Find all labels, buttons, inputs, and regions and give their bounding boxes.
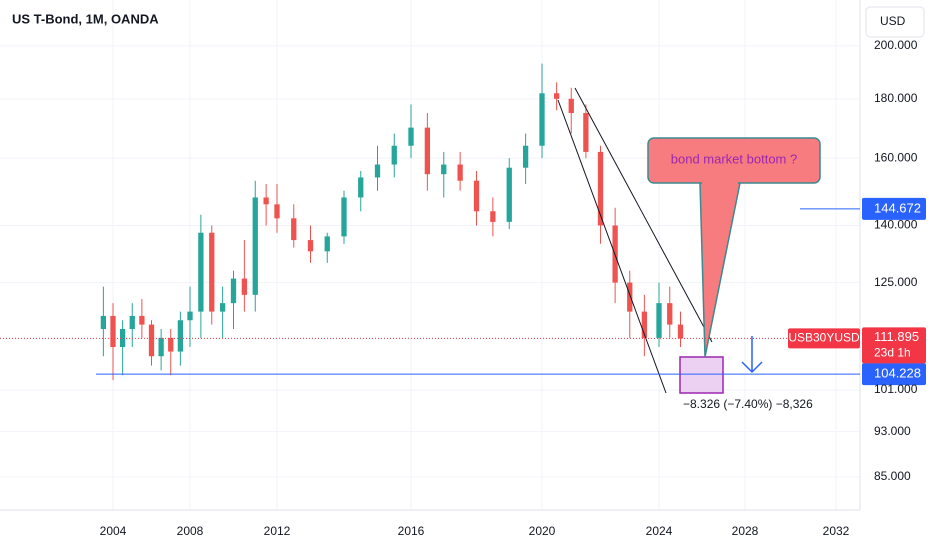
candle-body — [110, 315, 116, 347]
x-tick-label: 2016 — [398, 524, 425, 538]
candles — [100, 63, 684, 381]
price-label-box — [862, 197, 926, 220]
candle-body — [252, 197, 258, 295]
candle-body — [177, 320, 184, 352]
candle-body — [553, 93, 560, 99]
x-tick-label: 2012 — [264, 524, 291, 538]
chart-title: US T-Bond, 1M, OANDA — [12, 11, 159, 26]
candle-body — [473, 180, 480, 212]
currency-button[interactable] — [865, 6, 925, 38]
x-tick-label: 2008 — [177, 524, 204, 538]
price-label: 104.228 — [874, 366, 921, 381]
candle-body — [198, 232, 204, 312]
x-tick-label: 2032 — [823, 524, 850, 538]
candle-body — [677, 324, 684, 339]
price-label: 144.672 — [874, 200, 921, 215]
candle-body — [408, 127, 414, 146]
candle-body — [219, 303, 226, 312]
candle-body — [374, 164, 381, 178]
candle-body — [441, 164, 447, 175]
channel-line — [557, 99, 667, 394]
symbol-label-box — [788, 328, 860, 349]
y-tick-label: 160.000 — [874, 150, 918, 164]
countdown-label: 23d 1h — [874, 346, 911, 360]
candle-body — [168, 337, 174, 352]
measure-box — [679, 356, 724, 394]
candle-body — [522, 145, 529, 168]
candle-body — [506, 167, 512, 222]
candle-body — [597, 151, 604, 226]
current-price-box — [862, 327, 926, 364]
candle-body — [358, 177, 364, 198]
candle-body — [391, 145, 397, 165]
candle-body — [656, 303, 662, 338]
callout-text: bond market bottom ? — [671, 151, 797, 166]
callout-join — [702, 181, 738, 185]
candle-body — [490, 211, 496, 222]
x-tick-label: 2004 — [100, 524, 127, 538]
candle-body — [583, 113, 589, 152]
candle-body — [139, 315, 145, 325]
overlay: 144.672 104.228 USB30YUSD 111.895 23d 1h — [0, 197, 926, 386]
candle-body — [129, 315, 135, 329]
y-tick-label: 200.000 — [874, 38, 918, 52]
candle-body — [627, 282, 633, 312]
current-price-label: 111.895 — [874, 329, 919, 344]
x-tick-label: 2020 — [529, 524, 556, 538]
y-tick-label: 140.000 — [874, 218, 918, 232]
candle-body — [667, 303, 673, 325]
candle-body — [291, 218, 297, 241]
candle-body — [158, 337, 164, 357]
measure-label: −8.326 (−7.40%) −8,326 — [683, 397, 813, 411]
candle-body — [307, 240, 314, 252]
candle-body — [119, 328, 126, 347]
candle-body — [341, 197, 347, 237]
candle-body — [187, 311, 193, 321]
candle-body — [148, 324, 155, 357]
candle-body — [263, 197, 269, 205]
symbol-label: USB30YUSD — [788, 331, 860, 345]
candle-body — [539, 93, 545, 146]
y-tick-label: 180.000 — [874, 91, 918, 105]
candle-body — [457, 164, 463, 181]
candle-body — [241, 278, 248, 295]
x-tick-label: 2024 — [646, 524, 673, 538]
candle-body — [100, 315, 107, 329]
price-label-box — [862, 363, 926, 386]
currency-label[interactable]: USD — [880, 14, 906, 28]
y-tick-label: 125.000 — [874, 275, 918, 289]
x-tick-label: 2028 — [732, 524, 759, 538]
y-tick-label: 85.000 — [874, 469, 911, 483]
candle-body — [424, 127, 431, 175]
candle-body — [209, 232, 215, 312]
candle-body — [230, 278, 237, 304]
candle-body — [641, 311, 648, 338]
candle-body — [568, 98, 574, 114]
channel-line — [574, 87, 713, 343]
y-tick-label: 93.000 — [874, 424, 911, 438]
arrow-head — [741, 361, 763, 374]
y-tick-label: 101.000 — [874, 382, 918, 396]
candle-body — [274, 204, 280, 219]
candle-body — [324, 236, 330, 252]
drawings: bond market bottom ? −8.326 (−7.40%) −8,… — [557, 87, 821, 411]
